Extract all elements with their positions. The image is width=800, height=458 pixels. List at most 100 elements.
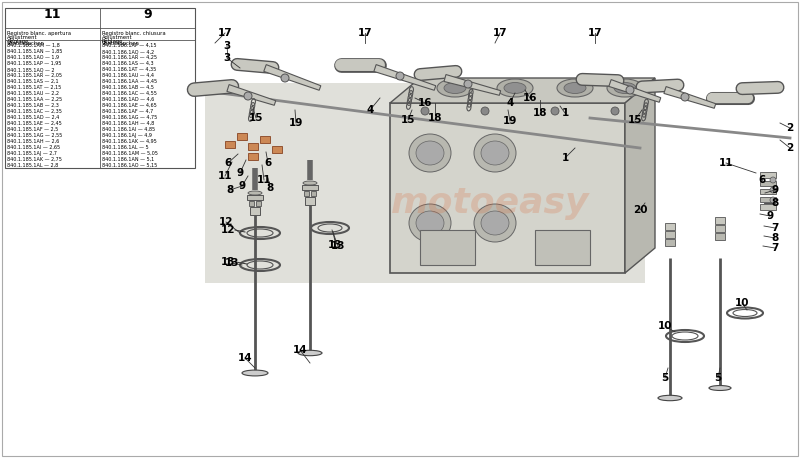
Bar [272,146,282,153]
Text: 840.1.185.1AA — 2,25: 840.1.185.1AA — 2,25 [7,97,62,102]
Bar [760,197,776,202]
Text: 8: 8 [266,183,274,193]
Text: 840.1.186.1AL — 5: 840.1.186.1AL — 5 [102,145,149,150]
Text: 840.1.186.1AD — 4,6: 840.1.186.1AD — 4,6 [102,97,154,102]
Text: Ventiläppchen: Ventiläppchen [7,42,45,47]
Bar [305,197,315,205]
Circle shape [481,107,489,115]
Bar [260,136,270,143]
Circle shape [770,177,776,183]
Text: 2: 2 [786,123,794,133]
Circle shape [551,107,559,115]
Text: 6: 6 [224,158,232,168]
Text: 840.1.186.1AI — 4,85: 840.1.186.1AI — 4,85 [102,127,155,132]
Bar [302,185,318,190]
Circle shape [626,86,634,94]
Circle shape [611,107,619,115]
Text: 9: 9 [771,185,778,195]
Polygon shape [664,87,716,108]
Ellipse shape [497,79,533,97]
Bar [250,207,260,215]
Bar [225,141,235,148]
Text: 840.1.185.1AC — 2,35: 840.1.185.1AC — 2,35 [7,109,62,114]
Text: 13: 13 [328,240,342,250]
Bar [715,225,725,232]
Text: 11: 11 [43,7,61,21]
Circle shape [244,92,252,100]
Circle shape [281,74,289,82]
Text: 4: 4 [366,105,374,115]
Text: 840.1.186.1AM — 5,05: 840.1.186.1AM — 5,05 [102,151,158,156]
Text: Registro blanc. apertura: Registro blanc. apertura [7,31,71,36]
Text: 8: 8 [771,198,778,208]
Ellipse shape [248,191,262,195]
Text: 840.1.186.1AQ — 4,2: 840.1.186.1AQ — 4,2 [102,49,154,54]
Text: 840.1.185.1AG — 2,55: 840.1.185.1AG — 2,55 [7,133,62,138]
Text: 840.1.185.1AR — 2,05: 840.1.185.1AR — 2,05 [7,73,62,78]
Bar [248,143,258,150]
Text: 840.1.185.1AU — 2,2: 840.1.185.1AU — 2,2 [7,91,59,96]
Bar [665,239,675,246]
Bar [715,217,725,224]
Ellipse shape [444,82,466,93]
Circle shape [464,80,472,88]
Bar [248,153,258,160]
Text: 9: 9 [238,181,246,191]
Bar [5,8,195,168]
Ellipse shape [557,79,593,97]
Ellipse shape [298,350,322,356]
Text: 840.1.185.1AB — 2,3: 840.1.185.1AB — 2,3 [7,103,59,108]
Ellipse shape [564,82,586,93]
Ellipse shape [474,134,516,172]
Text: 840.1.186.1AB — 4,5: 840.1.186.1AB — 4,5 [102,85,154,90]
Text: 17: 17 [493,28,507,38]
Circle shape [396,72,404,80]
Text: 18: 18 [428,113,442,123]
Text: 6: 6 [264,158,272,168]
Ellipse shape [416,141,444,165]
Bar [420,230,475,265]
Ellipse shape [614,82,636,93]
Text: 6: 6 [758,175,766,185]
Text: Adjustment: Adjustment [102,34,133,39]
Text: 9: 9 [144,7,152,21]
Text: Registro blanc. chiusura: Registro blanc. chiusura [102,31,166,36]
Text: 840.1.185.1AS — 2,1: 840.1.185.1AS — 2,1 [7,79,58,84]
Text: 840.1.186.1AR — 4,25: 840.1.186.1AR — 4,25 [102,55,157,60]
Ellipse shape [437,79,473,97]
Text: 9: 9 [237,168,243,178]
Text: 14: 14 [293,345,307,355]
Circle shape [770,197,776,203]
Text: 840.1.185.1AF — 2,5: 840.1.185.1AF — 2,5 [7,127,58,132]
Text: 840.1.185.1AJ — 2,7: 840.1.185.1AJ — 2,7 [7,151,57,156]
Text: 11: 11 [257,175,271,185]
Text: 12: 12 [221,225,235,235]
Text: 840.1.185.1AT — 2,15: 840.1.185.1AT — 2,15 [7,85,62,90]
Text: 11: 11 [718,158,734,168]
Bar [760,189,776,194]
Text: 17: 17 [588,28,602,38]
Text: Réglage: Réglage [7,38,28,44]
Text: 16: 16 [418,98,432,108]
Bar [237,133,247,140]
Text: 15: 15 [628,115,642,125]
Ellipse shape [416,211,444,235]
Ellipse shape [481,211,509,235]
Ellipse shape [481,141,509,165]
Text: motoeasy: motoeasy [390,186,590,220]
Text: 840.1.186.1AE — 4,65: 840.1.186.1AE — 4,65 [102,103,157,108]
Ellipse shape [504,82,526,93]
Text: 840.1.185.1AQ — 2: 840.1.185.1AQ — 2 [7,67,54,72]
Ellipse shape [242,370,268,376]
Bar [311,191,316,196]
Polygon shape [390,78,655,103]
Text: 840.1.185.1AH — 2,6: 840.1.185.1AH — 2,6 [7,139,59,144]
Bar [760,181,776,186]
Text: 19: 19 [503,116,517,126]
Text: 11: 11 [218,171,232,181]
Polygon shape [444,75,501,95]
Text: 17: 17 [358,28,372,38]
Polygon shape [625,78,655,273]
Text: 7: 7 [771,243,778,253]
Text: Adjustment: Adjustment [7,34,38,39]
